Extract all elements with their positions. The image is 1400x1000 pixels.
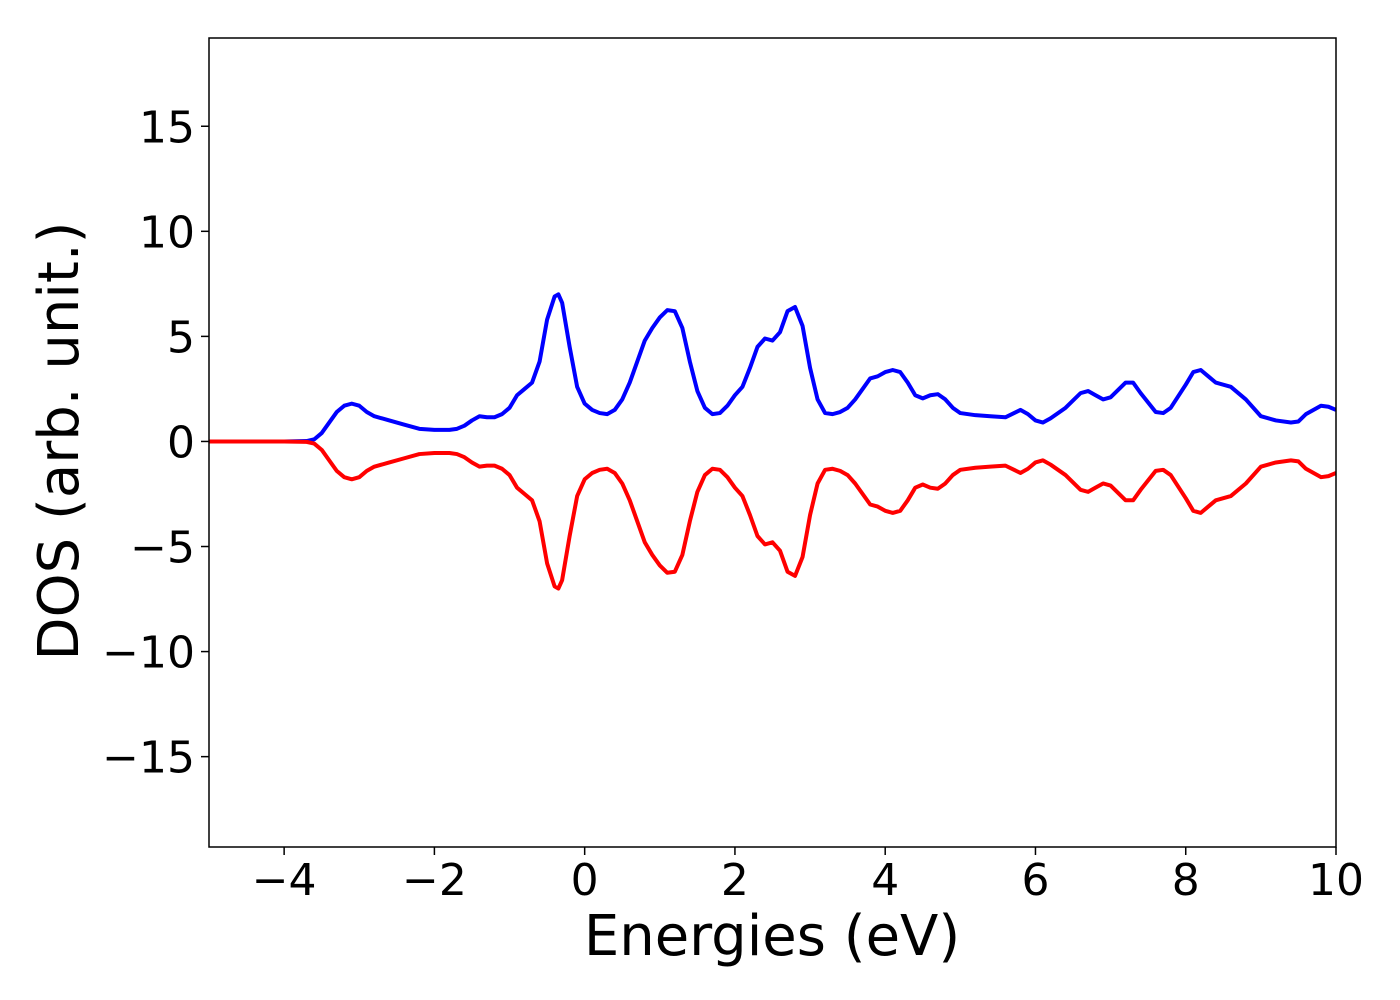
x-tick-label: 8 bbox=[1172, 855, 1200, 906]
x-tick-label: 6 bbox=[1021, 855, 1049, 906]
x-tick-label: 4 bbox=[871, 855, 899, 906]
x-tick-label: 0 bbox=[571, 855, 599, 906]
x-axis-label: Energies (eV) bbox=[584, 904, 960, 969]
line-series bbox=[209, 292, 1336, 444]
x-tick-label: 10 bbox=[1308, 855, 1364, 906]
line-series bbox=[209, 439, 1336, 591]
x-tick-label: −4 bbox=[252, 855, 317, 906]
y-tick-label: 10 bbox=[139, 207, 195, 258]
y-tick-label: 5 bbox=[167, 312, 195, 363]
y-tick-label: −15 bbox=[102, 733, 195, 784]
y-tick-label: 15 bbox=[139, 102, 195, 153]
y-tick-label: −5 bbox=[130, 523, 195, 574]
x-tick-label: 2 bbox=[721, 855, 749, 906]
y-tick-label: 0 bbox=[167, 417, 195, 468]
y-axis-label: DOS (arb. unit.) bbox=[27, 221, 92, 660]
x-tick-label: −2 bbox=[402, 855, 467, 906]
y-tick-label: −10 bbox=[102, 628, 195, 679]
plot-frame bbox=[208, 37, 1337, 848]
